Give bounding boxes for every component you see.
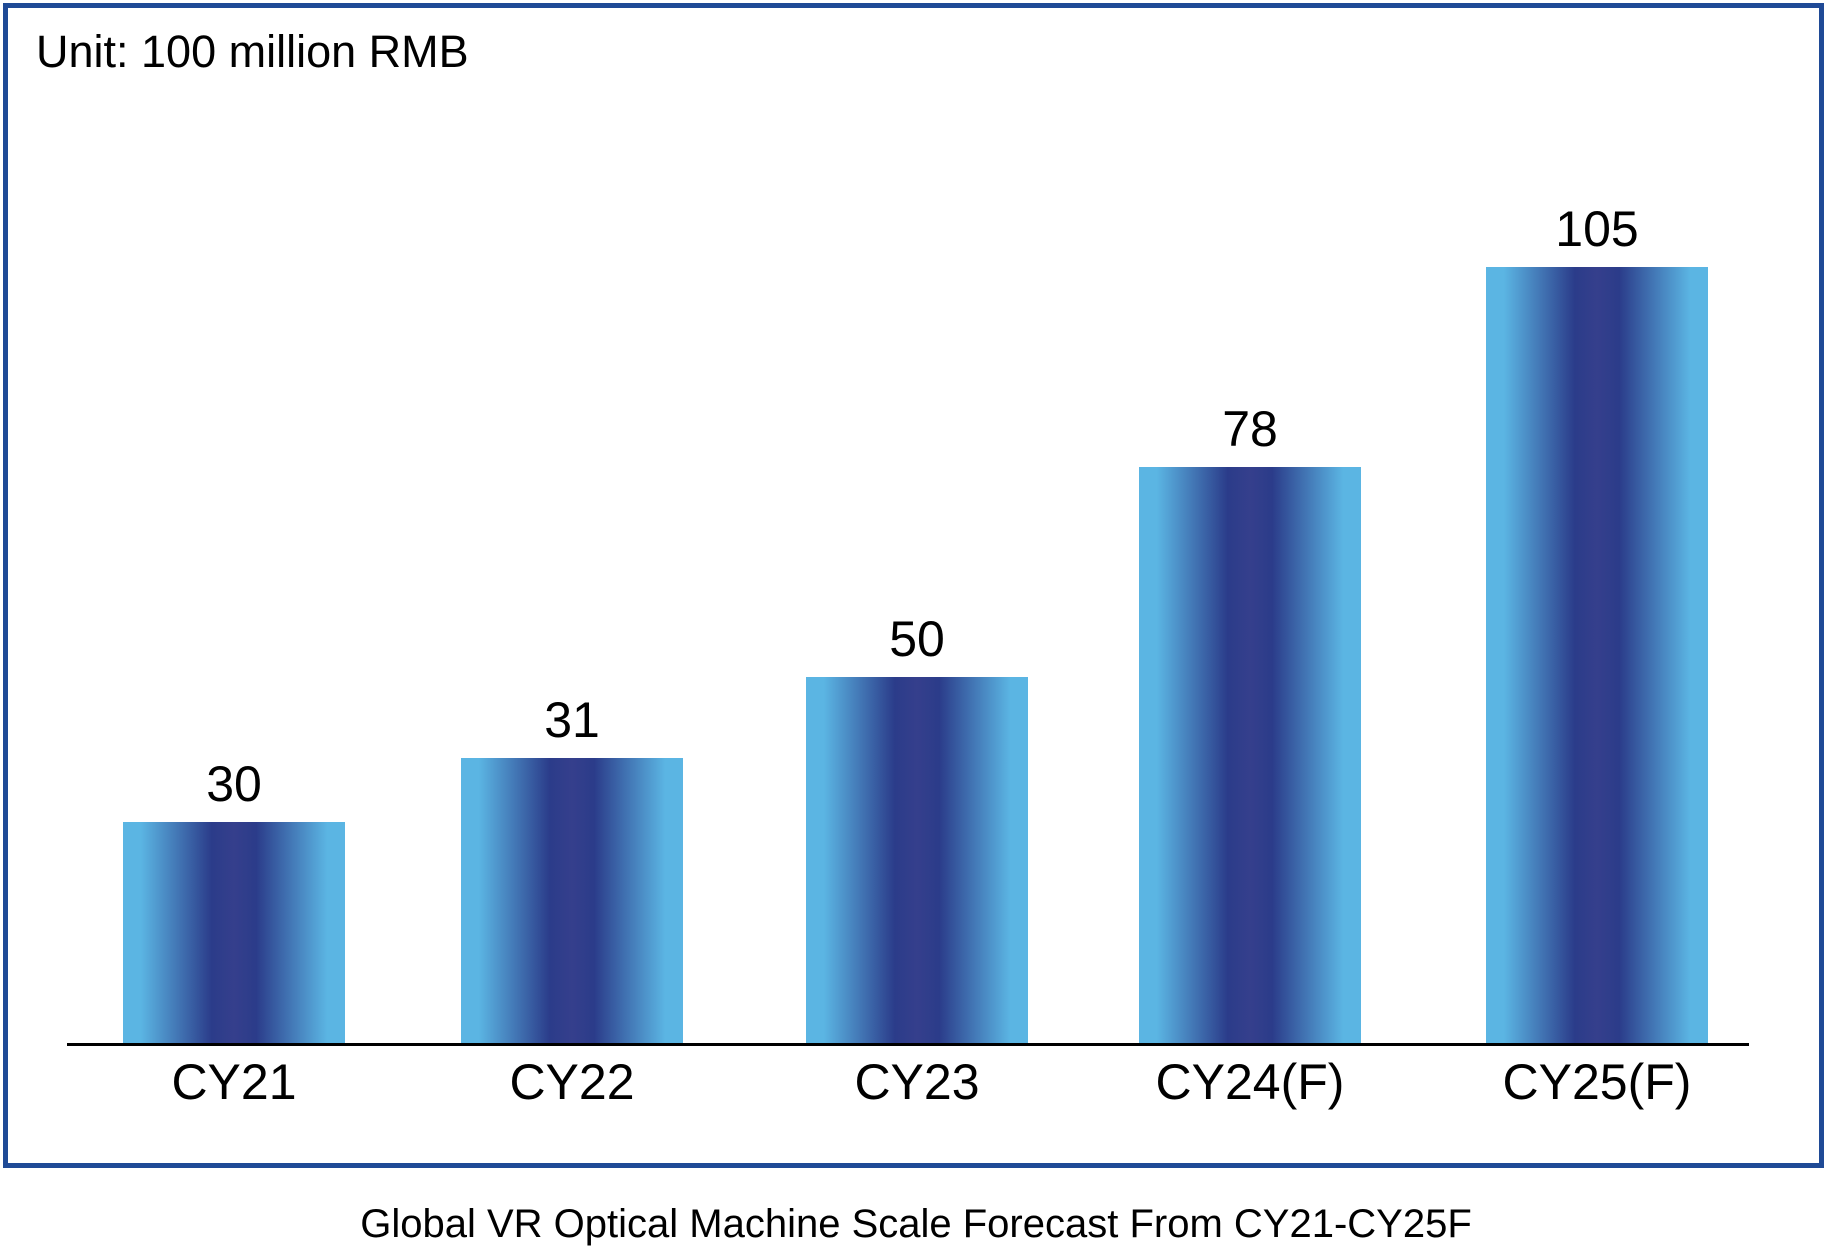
x-tick-label: CY21 (171, 1054, 297, 1110)
bar-cy22 (461, 758, 683, 1043)
x-tick-label: CY22 (509, 1054, 635, 1110)
bar-value-label: 105 (1555, 201, 1639, 257)
bar-value-label: 78 (1222, 401, 1278, 457)
bar-value-label: 30 (206, 756, 262, 812)
x-tick-label: CY25(F) (1502, 1054, 1692, 1110)
bar-cy23 (806, 677, 1028, 1043)
bar-value-label: 50 (889, 611, 945, 667)
bar-cy25f (1486, 267, 1708, 1043)
bar-cy24f (1139, 467, 1361, 1043)
x-tick-label: CY23 (854, 1054, 980, 1110)
unit-label: Unit: 100 million RMB (36, 26, 469, 77)
x-axis-line (67, 1043, 1749, 1046)
bar-value-label: 31 (544, 692, 600, 748)
x-tick-label: CY24(F) (1155, 1054, 1345, 1110)
chart-title: Global VR Optical Machine Scale Forecast… (360, 1202, 1472, 1246)
bar-cy21 (123, 822, 345, 1043)
